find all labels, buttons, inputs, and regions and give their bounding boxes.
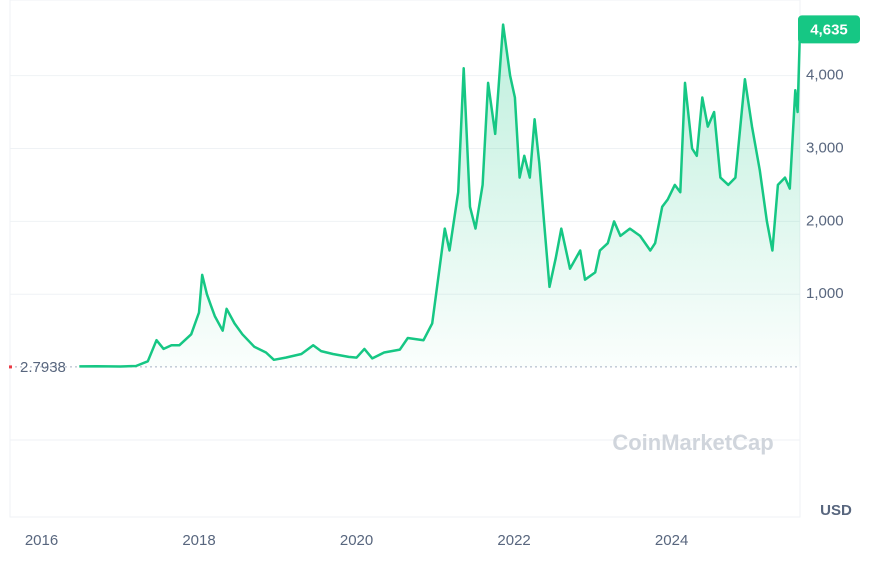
start-label: 2.7938 xyxy=(20,359,66,376)
price-line xyxy=(79,23,802,368)
y-tick-label: 3,000 xyxy=(806,139,844,156)
start-marker xyxy=(9,365,12,369)
plot: 1,000 2,000 3,000 4,000 2016 2018 2020 2022 2024… xyxy=(9,15,860,549)
y-tick-label: 4,000 xyxy=(806,67,844,84)
x-tick-label: 2020 xyxy=(340,532,373,549)
currency-label: USD xyxy=(820,502,852,519)
x-tick-label: 2022 xyxy=(497,532,530,549)
price-tag-label: 4,635 xyxy=(810,21,848,38)
y-tick-label: 1,000 xyxy=(806,285,844,302)
price-tag xyxy=(798,15,860,44)
y-tick-label: 2,000 xyxy=(806,212,844,229)
x-tick-label: 2018 xyxy=(182,532,215,549)
x-tick-label: 2016 xyxy=(25,532,58,549)
area xyxy=(79,24,801,367)
x-tick-label: 2024 xyxy=(655,532,688,549)
watermark: CoinMarketCap xyxy=(612,430,773,455)
